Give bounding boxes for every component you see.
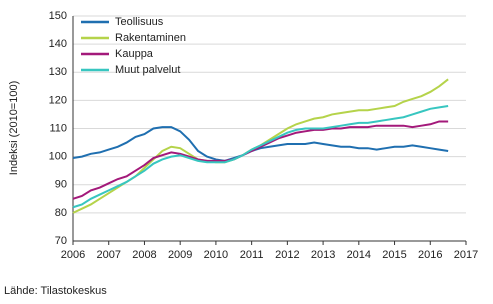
y-tick-label: 100 — [49, 151, 67, 163]
legend-label: Teollisuus — [115, 16, 164, 28]
y-tick-label: 90 — [55, 179, 67, 191]
y-tick-label: 130 — [49, 66, 67, 78]
x-tick-label: 2009 — [168, 249, 192, 261]
x-tick-label: 2010 — [204, 249, 228, 261]
y-tick-label: 110 — [49, 122, 67, 134]
y-tick-label: 70 — [55, 235, 67, 247]
x-tick-label: 2015 — [382, 249, 406, 261]
x-tick-label: 2014 — [347, 249, 371, 261]
series-line — [72, 126, 449, 162]
x-tick-label: 2012 — [275, 249, 299, 261]
x-tick-label: 2017 — [454, 249, 478, 261]
y-tick-label: 150 — [49, 10, 67, 22]
legend-label: Rakentaminen — [115, 32, 186, 44]
y-tick-label: 140 — [49, 38, 67, 50]
series-line — [72, 120, 449, 200]
x-tick-label: 2006 — [61, 249, 85, 261]
y-axis-label: Indeksi (2010=100) — [8, 81, 20, 175]
legend-label: Kauppa — [115, 48, 154, 60]
x-tick-label: 2007 — [96, 249, 120, 261]
y-tick-label: 80 — [55, 207, 67, 219]
series-line — [72, 105, 449, 209]
x-tick-label: 2011 — [240, 249, 264, 261]
y-tick-label: 120 — [49, 94, 67, 106]
x-tick-label: 2013 — [311, 249, 335, 261]
x-tick-label: 2008 — [132, 249, 156, 261]
source-note: Lähde: Tilastokeskus — [4, 285, 107, 297]
legend-label: Muut palvelut — [115, 64, 180, 76]
x-tick-label: 2016 — [418, 249, 442, 261]
